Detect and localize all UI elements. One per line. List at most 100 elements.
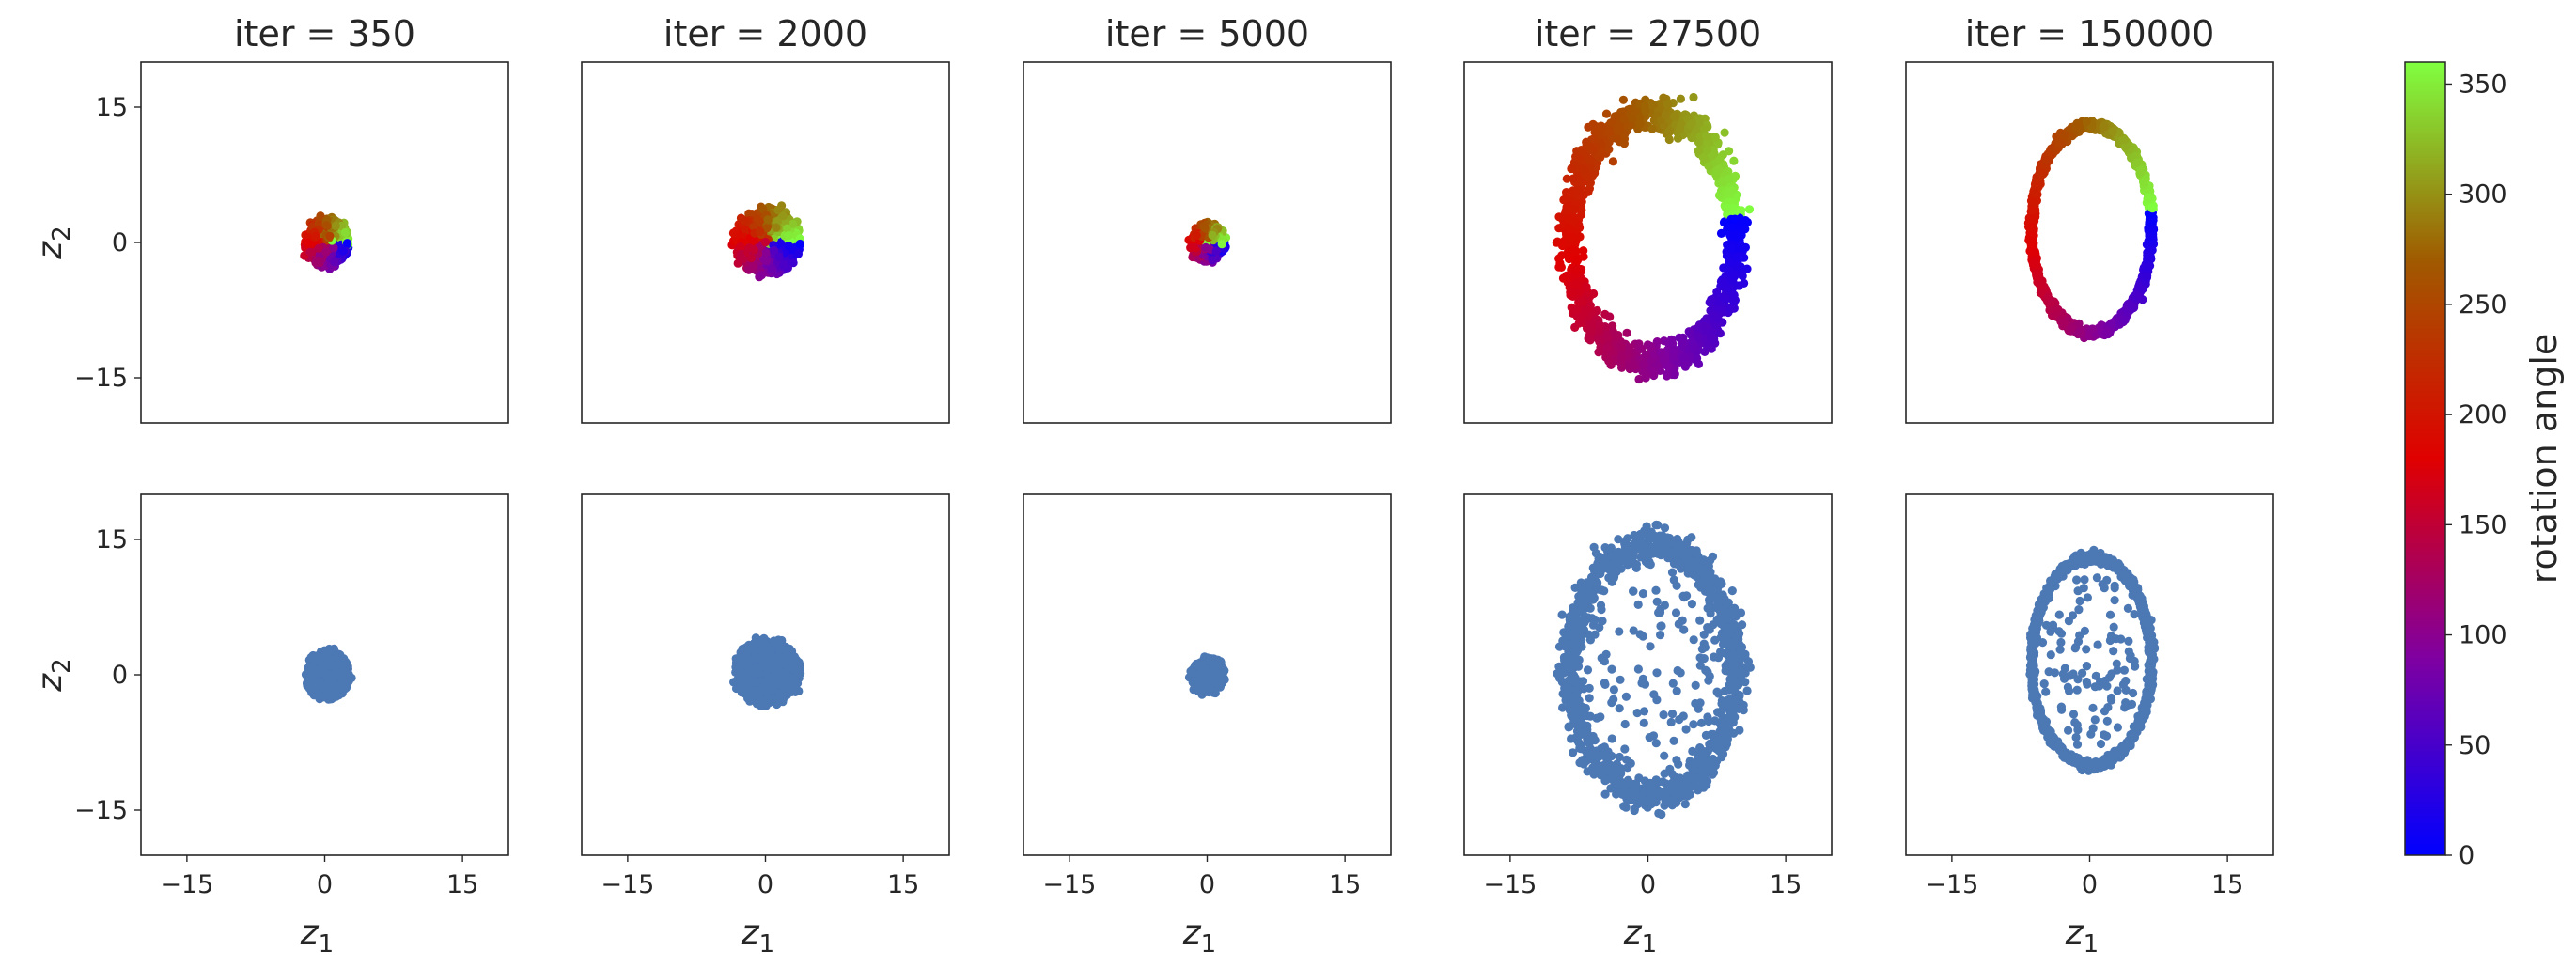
data-point [1569,175,1577,183]
data-point [768,265,776,273]
data-point [1587,326,1596,335]
data-point [785,242,793,250]
data-point [332,222,340,230]
data-point [1586,302,1595,310]
data-point [1721,294,1729,303]
y-axis-label: z2 [31,226,76,259]
data-point [1604,357,1613,366]
data-point [1677,95,1685,103]
data-point [1670,113,1678,121]
y-tick-label: −15 [74,364,128,393]
data-point [321,248,330,257]
data-point [1665,135,1674,144]
data-point [1702,132,1710,140]
data-point [1648,125,1657,133]
data-point [1583,283,1591,291]
panel-title: iter = 27500 [1535,13,1761,55]
data-point [1616,125,1624,133]
data-point [1209,256,1217,264]
data-point [1695,118,1704,127]
data-point [772,224,780,232]
data-point [1727,244,1736,253]
scatter-points [727,201,804,281]
data-point [343,239,351,247]
data-point [1710,311,1718,320]
data-point [1605,312,1614,320]
data-point [776,240,785,248]
data-point [1619,116,1628,124]
data-point [1648,366,1657,374]
scatter-points [300,211,352,273]
data-point [1572,305,1581,314]
data-point [1559,274,1568,283]
data-point [1603,344,1612,352]
data-point [762,248,771,257]
data-point [1725,187,1734,195]
scatter-points [1553,93,1754,383]
data-point [1568,233,1576,242]
data-point [1609,157,1617,165]
panel-title: iter = 5000 [1105,13,1309,55]
data-point [325,232,334,241]
data-point [1605,129,1614,137]
data-point [1724,204,1732,212]
data-point [1570,323,1579,332]
data-point [1628,362,1636,370]
data-point [1669,353,1678,362]
y-tick-label: 0 [112,228,128,258]
data-point [1209,231,1217,240]
data-point [763,215,772,224]
data-point [779,211,788,220]
data-point [1594,348,1602,356]
data-point [329,243,337,252]
data-point [1617,352,1626,361]
data-point [748,262,757,271]
data-point [1725,266,1733,274]
data-point [1739,272,1747,280]
data-point [1193,231,1201,240]
data-point [1602,110,1611,118]
data-point [1629,115,1637,123]
data-point [314,257,322,265]
scatter-points [1184,218,1230,267]
data-point [1620,139,1629,148]
data-point [1596,320,1604,329]
data-point [1657,348,1665,356]
data-point [1642,373,1650,382]
data-point [1735,252,1743,260]
data-point [1703,146,1711,154]
data-point [1625,343,1633,351]
data-point [1577,146,1585,154]
data-point [1732,231,1741,240]
data-point [1711,133,1720,141]
panel-title: iter = 2000 [664,13,867,55]
data-point [1663,100,1672,108]
panel-1-4: iter = 27500 [1464,13,1832,423]
data-point [796,240,804,248]
data-point [1742,265,1751,273]
data-point [1572,279,1581,288]
data-point [1680,353,1689,362]
data-point [1572,256,1581,264]
data-point [1678,339,1687,348]
data-point [1700,322,1709,331]
data-point [1725,147,1733,155]
data-point [1726,285,1735,293]
data-point [1565,214,1573,223]
data-point [1572,247,1581,256]
data-point [740,216,748,225]
data-point [774,253,783,261]
data-point [1585,156,1594,164]
data-point [1707,334,1715,342]
data-point [785,231,793,240]
data-point [1612,332,1620,340]
data-point [1725,175,1733,183]
data-point [1689,345,1697,353]
data-point [1572,265,1581,273]
data-point [1718,279,1726,288]
data-point [339,246,348,255]
data-point [341,228,350,237]
data-point [794,250,803,258]
